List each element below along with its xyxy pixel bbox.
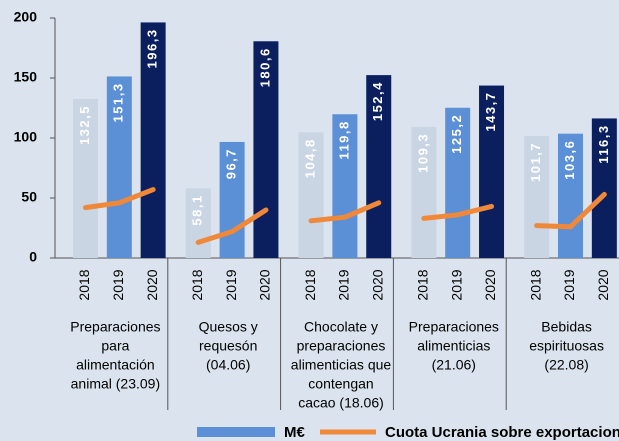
value-label: 96,7 [224, 148, 239, 179]
bar [411, 126, 437, 258]
value-label: 151,3 [111, 82, 126, 122]
bar [479, 85, 505, 258]
bar [524, 135, 550, 258]
group-label: alimenticias que [291, 357, 392, 373]
bar [72, 99, 98, 258]
value-label: 109,3 [415, 133, 430, 173]
value-label: 104,8 [302, 138, 317, 178]
value-label: 116,3 [596, 124, 611, 163]
bar [445, 107, 471, 258]
bar [298, 132, 324, 258]
bar [185, 188, 211, 258]
group-label: (22.08) [544, 357, 588, 373]
x-tick-label: 2020 [144, 269, 160, 300]
x-tick-label: 2018 [527, 269, 543, 300]
x-tick-label: 2019 [561, 269, 577, 300]
bar [366, 75, 392, 259]
group-label: (21.06) [432, 357, 476, 373]
group-label: (04.06) [206, 357, 250, 373]
group-label: Preparaciones [409, 319, 499, 335]
line [195, 207, 269, 245]
x-tick-label: 2020 [257, 269, 273, 300]
x-tick-label: 2020 [369, 269, 385, 300]
value-label: 103,6 [562, 140, 577, 180]
line [534, 191, 607, 230]
legend-swatch [197, 427, 275, 437]
group-label: Bebidas [541, 319, 592, 335]
group-label: cacao (18.06) [298, 395, 384, 411]
x-tick-label: 2020 [482, 269, 498, 300]
group-label: animal (23.09) [71, 376, 161, 392]
group-label: Preparaciones [70, 319, 160, 335]
value-label: 125,2 [449, 114, 464, 154]
bar [557, 133, 583, 258]
y-tick-label: 0 [29, 249, 37, 265]
group-label: para [101, 338, 129, 354]
x-tick-label: 2019 [110, 269, 126, 300]
group-label: Chocolate y [304, 319, 378, 335]
x-tick-label: 2018 [415, 269, 431, 300]
y-tick-label: 200 [14, 9, 38, 25]
line [82, 187, 156, 211]
group-label: requesón [199, 338, 257, 354]
x-tick-label: 2019 [336, 269, 352, 300]
x-tick-label: 2018 [302, 269, 318, 300]
value-label: 101,7 [528, 142, 543, 182]
value-label: 196,3 [145, 28, 160, 68]
bar [106, 76, 132, 258]
x-tick-label: 2019 [223, 269, 239, 300]
x-tick-label: 2018 [76, 269, 92, 300]
bar [332, 114, 358, 259]
value-label: 58,1 [190, 194, 205, 225]
x-tick-label: 2020 [595, 269, 611, 300]
legend-label: M€ [284, 424, 305, 441]
group-label: Quesos y [199, 319, 258, 335]
y-tick-label: 50 [21, 189, 37, 205]
value-label: 143,7 [483, 92, 498, 132]
line [308, 200, 382, 224]
line [421, 203, 495, 221]
bar [591, 118, 617, 258]
value-label: 132,5 [77, 105, 92, 145]
y-tick-label: 100 [14, 129, 38, 145]
y-tick-label: 150 [14, 69, 38, 85]
bar [140, 22, 166, 258]
value-label: 152,4 [370, 81, 385, 121]
group-label: contengan [308, 376, 373, 392]
group-label: espirituosas [529, 338, 604, 354]
group-label: preparaciones [297, 338, 386, 354]
group-label: alimentación [76, 357, 155, 373]
x-tick-label: 2018 [189, 269, 205, 300]
value-label: 180,6 [257, 47, 272, 87]
legend-label: Cuota Ucrania sobre exportaciones UE-27 [385, 424, 619, 441]
value-label: 119,8 [336, 120, 351, 159]
group-label: alimenticias [417, 338, 490, 354]
bar [219, 141, 245, 258]
bar [253, 41, 279, 258]
x-tick-label: 2019 [448, 269, 464, 300]
